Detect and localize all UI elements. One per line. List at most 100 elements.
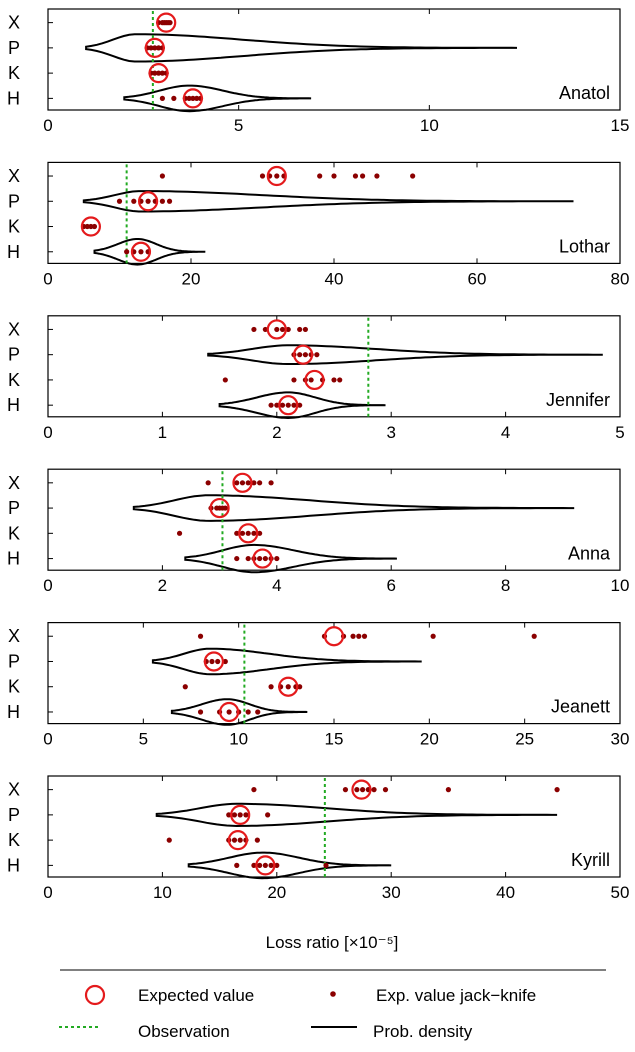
jackknife-point xyxy=(166,198,173,204)
jackknife-point xyxy=(257,530,263,536)
axes-frame xyxy=(47,315,621,418)
jackknife-point xyxy=(209,658,215,665)
x-tick-label: 3 xyxy=(386,423,395,442)
jackknife-point xyxy=(268,684,274,690)
category-label: P xyxy=(8,805,20,825)
expected-value-marker xyxy=(148,63,169,84)
jackknife-point xyxy=(148,45,154,51)
jackknife-point xyxy=(274,555,280,562)
jackknife-point xyxy=(445,787,451,793)
jackknife-point xyxy=(167,20,173,26)
category-label: P xyxy=(8,498,20,518)
expected-value-marker xyxy=(266,165,287,187)
category-label: K xyxy=(8,830,20,850)
panel-name: Anna xyxy=(568,543,611,563)
jackknife-point xyxy=(159,95,165,101)
jackknife-point xyxy=(205,480,211,486)
jackknife-point xyxy=(222,377,228,383)
density-violin xyxy=(184,543,397,574)
category-label: H xyxy=(7,242,20,262)
category-label: K xyxy=(8,523,20,543)
x-tick-label: 2 xyxy=(158,576,167,595)
expected-value-marker xyxy=(203,651,224,672)
jackknife-point xyxy=(262,555,268,562)
jackknife-point xyxy=(259,173,266,179)
category-label: X xyxy=(8,473,20,493)
jackknife-point xyxy=(382,787,389,793)
jackknife-point xyxy=(159,198,165,204)
jackknife-point xyxy=(251,862,257,868)
x-tick-label: 60 xyxy=(468,269,487,288)
jackknife-point xyxy=(155,70,162,76)
jackknife-point xyxy=(145,198,151,204)
x-tick-label: 10 xyxy=(420,116,439,135)
x-tick-label: 5 xyxy=(139,730,148,749)
expected-value-marker xyxy=(293,344,314,365)
jackknife-point xyxy=(159,173,165,179)
jackknife-point xyxy=(245,480,251,486)
jackknife-point xyxy=(245,555,251,562)
expected-value-marker xyxy=(255,855,276,876)
expected-value-marker xyxy=(156,12,177,33)
expected-value-marker xyxy=(278,395,299,416)
jackknife-point xyxy=(342,787,349,793)
jackknife-point xyxy=(262,862,268,868)
jackknife-point xyxy=(371,787,377,793)
jackknife-point xyxy=(317,173,323,179)
jackknife-point xyxy=(254,837,260,843)
expected-value-marker xyxy=(278,676,299,697)
jackknife-point xyxy=(88,223,94,230)
axes-frame xyxy=(47,8,621,111)
legend-label: Expected value xyxy=(138,986,254,1005)
jackknife-point xyxy=(360,173,366,179)
jackknife-point xyxy=(314,352,320,358)
x-tick-label: 10 xyxy=(153,883,172,902)
jackknife-point xyxy=(152,70,158,76)
density-violin xyxy=(187,851,392,880)
jackknife-point xyxy=(91,223,98,230)
jackknife-point xyxy=(331,377,337,383)
jackknife-point xyxy=(308,377,314,383)
x-tick-label: 5 xyxy=(234,116,243,135)
jackknife-point xyxy=(350,633,356,639)
jackknife-point xyxy=(274,173,280,179)
jackknife-point xyxy=(251,787,257,793)
jackknife-point xyxy=(215,658,221,665)
jackknife-point xyxy=(237,812,243,818)
jackknife-point xyxy=(274,862,280,868)
category-label: H xyxy=(7,702,20,722)
expected-value-marker xyxy=(323,626,345,647)
jackknife-point xyxy=(251,480,257,486)
jackknife-point xyxy=(297,352,303,358)
jackknife-point xyxy=(257,862,263,868)
expected-value-marker xyxy=(80,216,102,237)
jackknife-point xyxy=(337,377,343,383)
jackknife-point xyxy=(186,95,192,101)
expected-value-marker xyxy=(182,88,204,109)
jackknife-point xyxy=(279,326,286,333)
legend-label: Prob. density xyxy=(373,1022,473,1041)
category-label: K xyxy=(8,217,20,237)
legend-label: Exp. value jack−knife xyxy=(376,986,536,1005)
category-label: K xyxy=(8,677,20,697)
x-tick-label: 0 xyxy=(43,423,52,442)
jackknife-point xyxy=(171,95,177,101)
density-violin xyxy=(132,494,575,522)
jackknife-point xyxy=(430,633,436,639)
jackknife-point xyxy=(297,326,303,333)
panel-name: Lothar xyxy=(559,237,610,257)
jackknife-point xyxy=(234,555,240,562)
jackknife-point xyxy=(331,173,337,179)
category-label: K xyxy=(8,63,20,83)
jackknife-point xyxy=(197,709,204,715)
jackknife-point xyxy=(291,377,297,383)
density-violin xyxy=(170,698,308,726)
density-violin xyxy=(123,84,312,113)
density-violin xyxy=(218,391,386,420)
density-violin xyxy=(207,344,603,365)
x-tick-label: 0 xyxy=(43,730,52,749)
panel-name: Anatol xyxy=(559,83,610,103)
jackknife-point xyxy=(251,326,257,333)
